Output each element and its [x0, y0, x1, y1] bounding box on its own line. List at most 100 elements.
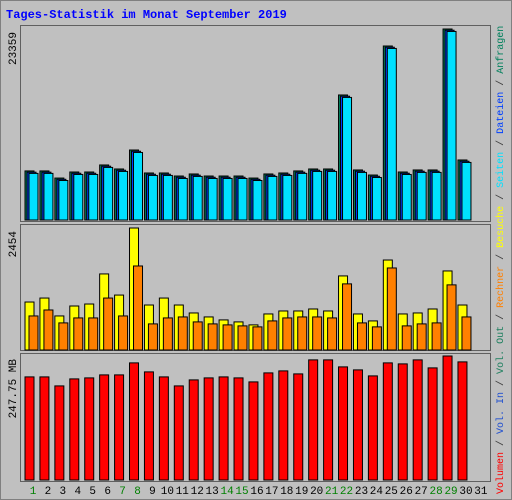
x-tick-label: 29	[444, 486, 457, 498]
bar	[143, 371, 154, 481]
x-tick-label: 22	[340, 486, 353, 498]
bar	[58, 322, 69, 351]
bar	[338, 366, 349, 481]
bar	[69, 378, 80, 481]
bar	[312, 316, 323, 351]
bar	[397, 363, 408, 481]
bar	[442, 355, 453, 481]
bar	[118, 170, 129, 221]
bar	[162, 174, 173, 221]
bar	[342, 96, 353, 221]
legend-entry: Volumen	[495, 452, 507, 494]
bar	[188, 379, 199, 481]
bar	[401, 325, 412, 351]
bar	[327, 170, 338, 221]
x-tick-label: 20	[310, 486, 323, 498]
bar	[237, 177, 248, 221]
bar	[114, 374, 125, 481]
y-tick-label: 247.75 MB	[8, 359, 20, 419]
bar	[461, 316, 472, 351]
bar	[222, 324, 233, 351]
bar	[222, 177, 233, 221]
bar	[401, 173, 412, 221]
bar	[158, 376, 169, 481]
bar	[382, 362, 393, 481]
bar	[118, 315, 129, 351]
bar	[323, 359, 334, 481]
bar	[147, 174, 158, 221]
bar	[88, 317, 99, 351]
bar	[43, 172, 54, 221]
x-tick-label: 26	[400, 486, 413, 498]
bar	[252, 180, 263, 221]
y-tick-label: 2454	[8, 231, 20, 258]
x-tick-label: 2	[45, 486, 52, 498]
legend-separator: /	[495, 80, 507, 86]
panel-frame	[20, 224, 491, 351]
bar	[267, 175, 278, 221]
bar	[173, 385, 184, 481]
x-tick-label: 10	[161, 486, 174, 498]
bar	[207, 323, 218, 351]
x-tick-label: 5	[89, 486, 96, 498]
bar	[356, 322, 367, 351]
bar	[162, 317, 173, 351]
x-tick-label: 3	[60, 486, 67, 498]
legend-separator: /	[495, 314, 507, 320]
bar	[84, 377, 95, 481]
legend-separator: /	[495, 254, 507, 260]
x-tick-label: 15	[235, 486, 248, 498]
bar	[203, 377, 214, 481]
bar	[133, 265, 144, 351]
bar	[248, 381, 259, 481]
bar	[28, 315, 39, 351]
bar	[297, 172, 308, 221]
bar	[237, 325, 248, 351]
bar	[342, 283, 353, 351]
legend-entry: Dateien	[495, 92, 507, 134]
bar	[412, 359, 423, 481]
bar	[73, 317, 84, 351]
bar	[58, 180, 69, 221]
x-tick-label: 19	[295, 486, 308, 498]
x-tick-label: 28	[430, 486, 443, 498]
legend-separator: /	[495, 194, 507, 200]
bar	[446, 30, 457, 221]
x-tick-label: 31	[474, 486, 488, 498]
x-tick-label: 27	[415, 486, 428, 498]
legend: Volumen / Vol. In / Vol. Out / Rechner / Besuche…	[495, 26, 507, 494]
bar	[24, 376, 35, 481]
bar	[88, 173, 99, 221]
bar	[129, 362, 140, 481]
bar	[43, 309, 54, 351]
legend-entry: Vol. In	[495, 392, 507, 434]
bar	[446, 284, 457, 351]
x-tick-label: 24	[370, 486, 384, 498]
chart-title: Tages-Statistik im Monat September 2019	[6, 8, 287, 22]
bar	[308, 359, 319, 481]
bar	[356, 171, 367, 221]
bar	[457, 361, 468, 481]
bar	[99, 374, 110, 481]
bar	[252, 326, 263, 351]
legend-entry: Vol. Out	[495, 326, 507, 374]
bar	[218, 376, 229, 481]
legend-separator: /	[495, 380, 507, 386]
legend-entry: Rechner	[495, 266, 507, 308]
bar	[103, 166, 114, 221]
bar	[192, 175, 203, 221]
legend-separator: /	[495, 140, 507, 146]
bar	[133, 151, 144, 221]
x-tick-label: 12	[191, 486, 204, 498]
bar	[103, 297, 114, 351]
x-tick-label: 21	[325, 486, 339, 498]
bar	[282, 174, 293, 221]
legend-entry: Besuche	[495, 206, 507, 248]
bar	[147, 323, 158, 351]
bar	[431, 322, 442, 351]
x-tick-label: 9	[149, 486, 156, 498]
bar	[312, 170, 323, 221]
x-tick-label: 16	[250, 486, 263, 498]
x-tick-label: 1	[30, 486, 37, 498]
x-tick-label: 6	[104, 486, 111, 498]
